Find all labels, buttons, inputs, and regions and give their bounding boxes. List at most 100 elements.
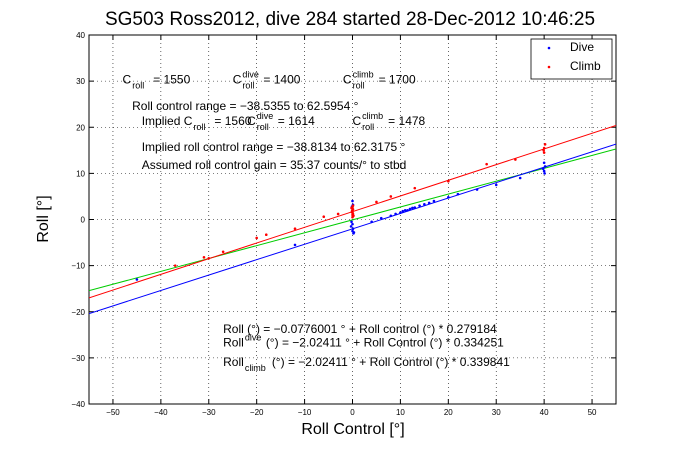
annotation-c-roll-0-sub: roll	[132, 80, 144, 90]
annotation-eq2-sup: dive	[245, 332, 262, 342]
data-point-climb	[447, 179, 450, 183]
data-point-dive	[389, 214, 393, 218]
annotation-implied-2-main: C	[353, 114, 362, 128]
data-point-dive	[370, 220, 373, 224]
x-tick-label: −10	[298, 408, 312, 417]
plot-area: −50 −40 −30 −20 −10 0 10 20 30 40 50 −40 −30 −20 −10 0 1…	[71, 31, 617, 417]
annotation-c-roll-1-sub: roll	[242, 80, 254, 90]
x-tick-label: 40	[540, 408, 549, 417]
x-tick-label: 20	[444, 408, 453, 417]
annotation-c-roll-2-value: = 1700	[379, 72, 416, 86]
data-point-dive	[349, 225, 353, 228]
data-point-dive	[352, 231, 356, 234]
annotation-implied-0-value: = 1560	[214, 114, 251, 128]
data-point-climb	[173, 264, 177, 267]
data-point-dive	[350, 220, 353, 224]
data-point-climb	[221, 250, 225, 254]
y-tick-label: 40	[76, 31, 85, 40]
annotation-implied-1-value: = 1614	[278, 114, 315, 128]
data-point-climb	[542, 146, 546, 150]
annotation-implied-1-sup: dive	[257, 111, 274, 121]
annotation-eq3-rest: (°) = −2.02411 ° + Roll Control (°) * 0.…	[272, 355, 510, 369]
x-tick-label: −40	[154, 408, 168, 417]
data-point-climb	[542, 151, 546, 154]
data-point-dive	[542, 169, 546, 173]
x-tick-label: −20	[250, 408, 264, 417]
annotation-c-roll-1-sup: dive	[242, 69, 259, 79]
y-axis-label: Roll [°]	[35, 195, 52, 242]
series-climb	[173, 143, 547, 267]
annotation-range1: Roll control range = −38.5355 to 62.5954…	[132, 99, 358, 113]
y-tick-label: 10	[76, 169, 85, 178]
data-point-dive	[379, 216, 383, 220]
annotation-eq2-rest: (°) = −2.02411 ° + Roll Control (°) * 0.…	[266, 335, 504, 349]
data-point-dive	[351, 222, 354, 226]
legend-box	[530, 38, 613, 80]
annotation-eq3-sub: climb	[245, 363, 266, 373]
data-point-climb	[322, 215, 326, 219]
data-point-dive	[456, 192, 460, 196]
data-point-dive	[427, 201, 431, 205]
annotation-c-roll-1-value: = 1400	[263, 72, 300, 86]
y-tick-label: −30	[71, 354, 85, 363]
legend: Dive Climb	[530, 38, 613, 80]
annotation-implied-1-sub: roll	[257, 122, 269, 132]
x-axis-label: Roll Control [°]	[301, 421, 404, 438]
y-tick-label: 30	[76, 77, 85, 86]
data-point-climb	[543, 143, 547, 146]
data-point-dive	[293, 243, 297, 247]
data-point-dive	[475, 188, 479, 191]
data-point-climb	[350, 210, 354, 214]
x-tick-label: 30	[492, 408, 501, 417]
data-point-dive	[541, 167, 545, 171]
legend-label-dive: Dive	[570, 40, 594, 54]
annotation-c-roll-2-sup: climb	[353, 69, 374, 79]
annotation-implied-1-main: C	[247, 114, 256, 128]
y-tick-label: 0	[81, 216, 86, 225]
data-point-climb	[255, 236, 258, 240]
data-point-climb	[351, 204, 355, 207]
data-point-dive	[394, 212, 397, 216]
data-point-dive	[413, 206, 417, 209]
data-point-climb	[485, 162, 488, 166]
annotation-implied-2-sub: roll	[362, 122, 374, 132]
data-point-climb	[514, 158, 517, 161]
annotation-c-roll-0-value: = 1550	[153, 72, 190, 86]
annotation-eq1: Roll (°) = −0.0776001 ° + Roll control (…	[223, 322, 497, 336]
annotation-c-roll-0-main: C	[123, 72, 132, 86]
annotation-implied-0-main: Implied C	[142, 114, 193, 128]
legend-label-climb: Climb	[570, 59, 601, 73]
data-point-climb	[336, 212, 340, 216]
annotation-eq3-main: Roll	[223, 355, 244, 369]
data-point-climb	[375, 200, 378, 204]
y-tick-label: −40	[71, 400, 85, 409]
y-tick-label: −10	[71, 262, 85, 271]
data-point-dive	[411, 206, 414, 210]
annotation-c-roll-2-sub: roll	[353, 80, 365, 90]
data-point-dive	[542, 161, 546, 165]
chart-title: SG503 Ross2012, dive 284 started 28-Dec-…	[105, 9, 595, 30]
annotation-c-roll-2-main: C	[343, 72, 352, 86]
data-point-dive	[418, 204, 421, 207]
data-point-dive	[408, 207, 412, 211]
data-point-dive	[351, 199, 354, 203]
annotation-eq2-main: Roll	[223, 335, 244, 349]
data-point-dive	[403, 208, 407, 212]
annotation-implied-2-value: = 1478	[388, 114, 425, 128]
legend-marker-climb	[547, 65, 551, 69]
data-point-climb	[207, 256, 211, 260]
data-point-dive	[518, 176, 522, 180]
data-point-dive	[432, 199, 436, 203]
data-point-climb	[264, 233, 268, 237]
data-point-climb	[293, 227, 297, 231]
annotation-range2: Implied roll control range = −38.8134 to…	[142, 140, 406, 154]
annotation-implied-2-sup: climb	[362, 111, 383, 121]
data-point-climb	[351, 215, 354, 219]
